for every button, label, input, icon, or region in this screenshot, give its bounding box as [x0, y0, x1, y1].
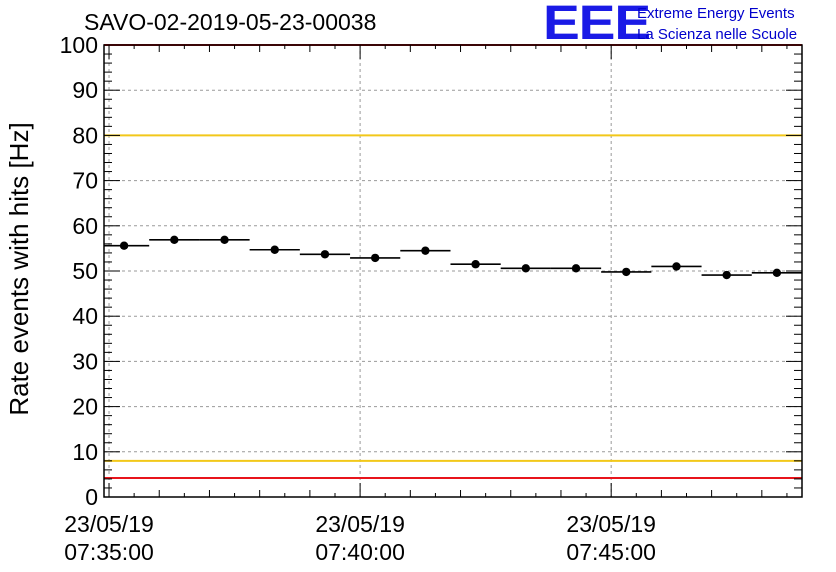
y-tick-label: 90 — [72, 77, 98, 103]
data-point — [772, 268, 782, 278]
data-point — [320, 250, 330, 259]
data-point — [370, 253, 380, 263]
data-point — [220, 235, 229, 245]
y-tick-label: 0 — [85, 484, 98, 510]
data-point — [119, 241, 129, 250]
data-point — [672, 262, 681, 271]
logo-subtitle-line1: Extreme Energy Events — [637, 5, 795, 22]
x-tick-label-time: 07:40:00 — [315, 539, 405, 565]
data-point — [170, 235, 179, 245]
x-tick-label-date: 23/05/19 — [566, 511, 656, 537]
data-point — [521, 264, 531, 273]
x-tick-label-date: 23/05/19 — [315, 511, 405, 537]
data-point — [270, 245, 279, 254]
y-axis-label: Rate events with hits [Hz] — [4, 122, 34, 415]
y-tick-label: 20 — [72, 394, 98, 420]
eee-logo: EEE — [543, 0, 651, 50]
logo-subtitle-line2: La Scienza nelle Scuole — [637, 26, 798, 43]
x-tick-label-time: 07:45:00 — [566, 539, 656, 565]
y-tick-label: 70 — [72, 168, 98, 194]
data-point — [622, 267, 631, 277]
y-tick-label: 50 — [72, 258, 98, 284]
x-tick-label-date: 23/05/19 — [64, 511, 154, 537]
y-tick-label: 10 — [72, 439, 98, 465]
y-tick-label: 60 — [72, 213, 98, 239]
data-point — [471, 260, 480, 269]
y-tick-label: 40 — [72, 303, 98, 329]
x-tick-label-time: 07:35:00 — [64, 539, 154, 565]
y-tick-label: 80 — [72, 122, 98, 148]
y-tick-label: 30 — [72, 348, 98, 374]
data-point — [421, 246, 430, 255]
y-tick-label: 100 — [60, 32, 98, 58]
data-point — [722, 270, 731, 280]
data-point — [571, 264, 581, 273]
chart-title: SAVO-02-2019-05-23-00038 — [84, 9, 377, 35]
